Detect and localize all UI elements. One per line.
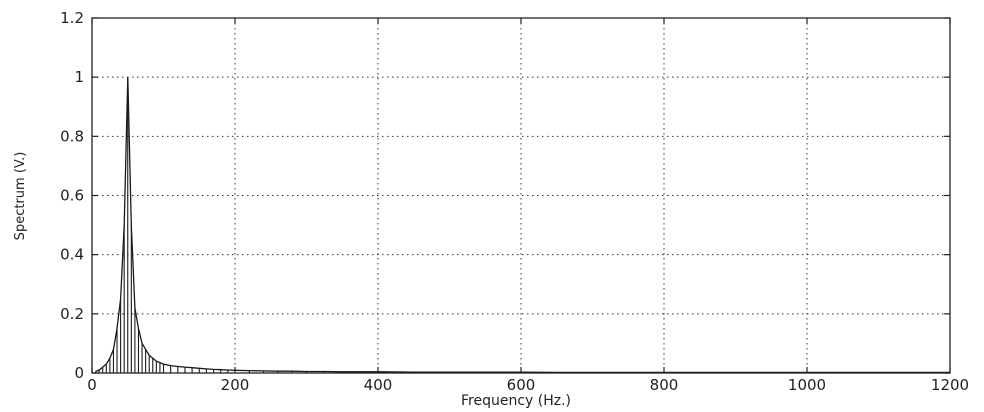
x-tick-label: 0 [87,376,97,394]
y-axis-label: Spectrum (V.) [13,152,28,241]
plot-frame [91,17,951,374]
x-tick-label: 200 [221,376,250,394]
y-tick-label: 1.2 [60,9,84,27]
y-tick-label: 0 [74,364,84,382]
y-tick-label: 0.4 [60,246,84,264]
x-axis-label: Frequency (Hz.) [461,393,571,409]
spectrum-series [95,77,951,373]
x-tick-label: 1200 [931,376,969,394]
axis-ticks: 0 200 400 600 800 1000 1200 0 0.2 0.4 0.6 0.8 1 1.2 [60,9,969,394]
x-tick-label: 1000 [788,376,826,394]
spectrum-envelope-line [95,77,950,374]
grid-layer [92,18,950,373]
y-tick-label: 1 [74,68,84,86]
y-tick-label: 0.6 [60,187,84,205]
x-tick-label: 600 [507,376,536,394]
x-tick-label: 800 [650,376,679,394]
y-tick-label: 0.2 [60,305,84,323]
y-tick-label: 0.8 [60,127,84,145]
x-tick-label: 400 [364,376,393,394]
